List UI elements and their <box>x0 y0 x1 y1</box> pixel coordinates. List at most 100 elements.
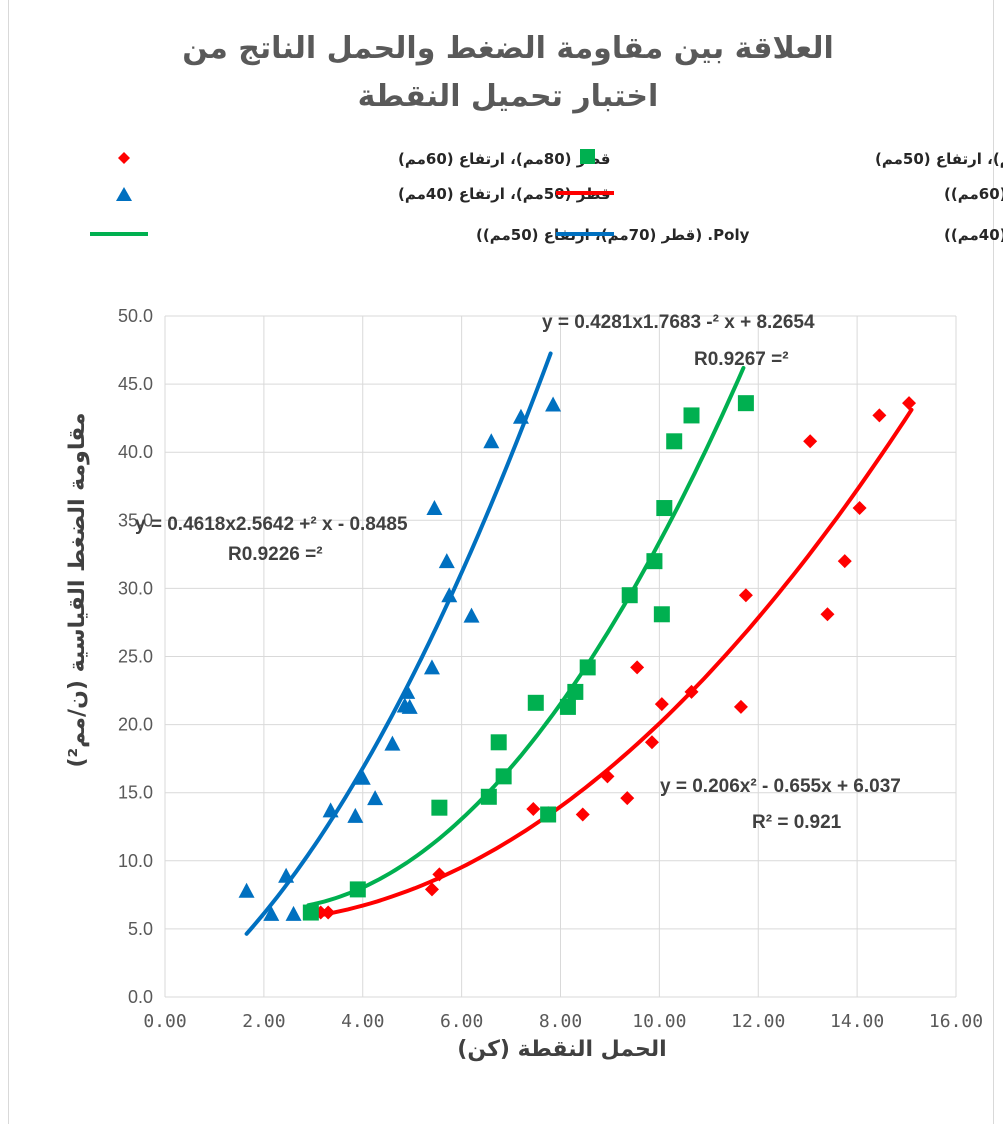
point-diamond-15 <box>803 434 818 449</box>
blue-equation: y = 0.4618x2.5642 +² x - 0.8485 <box>135 514 408 535</box>
gridlines <box>164 315 957 998</box>
x-tick-label: 8.00 <box>539 1011 582 1032</box>
x-tick-label: 6.00 <box>440 1011 483 1032</box>
legend: قطر (80مم)، ارتفاع (60مم) قطر (70مم)، ار… <box>90 149 1003 244</box>
x-tick-label: 0.00 <box>143 1011 186 1032</box>
legend-item-blue-poly: Poly. (قطر (50مم)، ارتفاع (40مم)) <box>556 226 1003 244</box>
point-diamond-7 <box>600 769 615 784</box>
point-triangle-18 <box>512 408 529 424</box>
point-square-13 <box>653 606 670 623</box>
chart-title-line-2: اختبار تحميل النقطة <box>358 79 659 114</box>
point-diamond-20 <box>902 396 917 411</box>
green-r-squared: R0.9267 =² <box>694 349 789 370</box>
point-square-17 <box>737 395 754 412</box>
legend-label-blue-points: قطر (50مم)، ارتفاع (40مم) <box>398 185 611 203</box>
point-diamond-10 <box>630 660 645 675</box>
x-tick-label: 4.00 <box>341 1011 384 1032</box>
point-triangle-16 <box>463 607 480 623</box>
point-square-8 <box>559 698 576 715</box>
legend-item-green-poly: Poly. (قطر (70مم)، ارتفاع (50مم)) <box>90 226 750 244</box>
red-equation: y = 0.206x² - 0.655x + 6.037 <box>660 776 901 797</box>
point-triangle-8 <box>384 735 401 751</box>
x-tick-label: 12.00 <box>731 1011 785 1032</box>
green-equation: y = 0.4281x1.7683 -² x + 8.2654 <box>542 312 815 333</box>
tick-labels: 0.0 5.0 10.0 15.0 20.0 25.0 30.0 35.0 40.0 45.0 50… <box>118 306 983 1032</box>
point-triangle-1 <box>263 905 280 921</box>
y-tick-label: 35.0 <box>118 510 153 530</box>
point-diamond-14 <box>738 588 753 603</box>
legend-label-blue-poly: Poly. (قطر (50مم)، ارتفاع (40مم)) <box>944 226 1003 244</box>
y-tick-label: 50.0 <box>118 306 153 326</box>
x-tick-label: 14.00 <box>830 1011 884 1032</box>
point-triangle-4 <box>322 802 339 818</box>
point-square-6 <box>527 694 544 711</box>
chart-frame <box>8 0 994 1124</box>
point-triangle-11 <box>401 698 418 714</box>
legend-item-red-poly: Poly. (قطر (80مم)، ارتفاع (60مم)) <box>556 185 1003 203</box>
point-square-1 <box>349 881 366 898</box>
trendlines <box>244 351 914 936</box>
point-square-12 <box>646 553 663 570</box>
point-square-15 <box>666 433 683 450</box>
point-diamond-9 <box>644 735 659 750</box>
point-diamond-8 <box>620 791 635 806</box>
trendline-2 <box>244 351 553 936</box>
point-triangle-6 <box>354 769 371 785</box>
point-triangle-17 <box>483 433 500 449</box>
point-square-3 <box>480 788 497 805</box>
legend-item-blue-triangle: قطر (50مم)، ارتفاع (40مم) <box>116 185 611 203</box>
y-tick-label: 45.0 <box>118 374 153 394</box>
point-square-11 <box>621 587 638 604</box>
point-triangle-13 <box>426 500 443 516</box>
point-triangle-15 <box>441 587 458 603</box>
point-triangle-5 <box>347 807 364 823</box>
legend-label-red-points: قطر (80مم)، ارتفاع (60مم) <box>398 150 611 168</box>
point-triangle-7 <box>367 790 384 806</box>
legend-item-green-square: قطر (70مم)، ارتفاع (50مم) <box>580 149 1003 168</box>
y-tick-label: 25.0 <box>118 647 153 667</box>
legend-blue-triangle-icon <box>116 187 132 201</box>
y-tick-label: 30.0 <box>118 578 153 598</box>
legend-label-red-poly: Poly. (قطر (80مم)، ارتفاع (60مم)) <box>944 185 1003 203</box>
point-square-10 <box>579 659 596 676</box>
point-diamond-18 <box>852 501 867 516</box>
y-tick-label: 0.0 <box>128 987 153 1007</box>
point-square-5 <box>495 768 512 785</box>
chart-title-line-1: العلاقة بين مقاومة الضغط والحمل الناتج م… <box>182 31 834 66</box>
y-tick-label: 15.0 <box>118 783 153 803</box>
x-axis-label: الحمل النقطة (كن) <box>457 1037 666 1062</box>
point-triangle-3 <box>285 905 302 921</box>
legend-item-red-diamond: قطر (80مم)، ارتفاع (60مم) <box>118 150 611 168</box>
point-square-2 <box>431 799 448 816</box>
point-diamond-11 <box>654 697 669 712</box>
y-tick-label: 10.0 <box>118 851 153 871</box>
point-diamond-1 <box>321 905 336 920</box>
x-tick-label: 2.00 <box>242 1011 285 1032</box>
point-square-0 <box>302 904 319 921</box>
point-diamond-2 <box>424 882 439 897</box>
legend-red-diamond-icon <box>118 152 130 164</box>
legend-label-green-points: قطر (70مم)، ارتفاع (50مم) <box>875 150 1003 168</box>
y-axis-label: مقاومة الضغط القياسية (ن/مم²) <box>65 412 90 767</box>
point-square-9 <box>567 683 584 700</box>
x-tick-label: 10.00 <box>632 1011 686 1032</box>
trendline-1 <box>306 366 746 908</box>
y-tick-label: 40.0 <box>118 442 153 462</box>
y-tick-label: 5.0 <box>128 919 153 939</box>
point-triangle-10 <box>399 683 416 699</box>
point-diamond-17 <box>837 554 852 569</box>
legend-green-square-icon <box>580 149 595 164</box>
point-diamond-6 <box>575 807 590 822</box>
trendline-0 <box>316 407 914 918</box>
y-tick-label: 20.0 <box>118 715 153 735</box>
x-tick-label: 16.00 <box>929 1011 983 1032</box>
point-triangle-12 <box>423 659 440 675</box>
point-square-7 <box>540 806 557 823</box>
point-triangle-0 <box>238 882 255 898</box>
point-diamond-4 <box>526 802 541 817</box>
point-square-4 <box>490 734 507 751</box>
point-diamond-13 <box>733 699 748 714</box>
point-diamond-16 <box>820 607 835 622</box>
point-triangle-2 <box>278 867 295 883</box>
